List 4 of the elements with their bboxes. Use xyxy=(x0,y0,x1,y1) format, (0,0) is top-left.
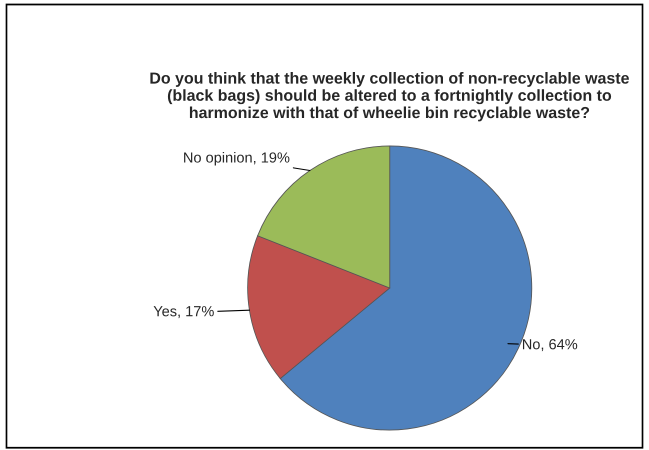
chart-title: Do you think that the weekly collection of non-recyclable waste (black bags) should be altered to a fortnightly collection to harmonize with that of wheelie bin recyclable waste? xyxy=(150,72,629,122)
slice-label: No opinion, 19% xyxy=(184,152,290,166)
slice-label: No, 64% xyxy=(522,339,578,352)
slice-label: Yes, 17% xyxy=(154,306,214,318)
